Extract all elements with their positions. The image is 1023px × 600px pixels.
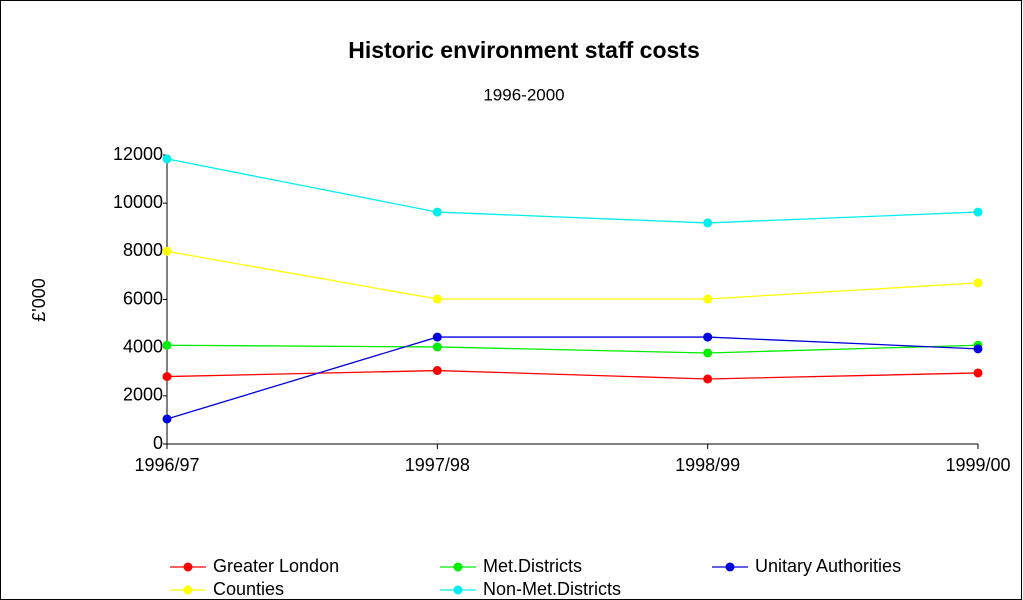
data-point (973, 207, 983, 217)
data-point (432, 332, 442, 342)
data-point (703, 374, 713, 384)
y-tick-label: 4000 (123, 336, 163, 356)
data-point (973, 344, 983, 354)
data-point (703, 294, 713, 304)
y-tick-label: 0 (153, 433, 163, 453)
y-tick-label: 12000 (113, 144, 163, 164)
legend-label: Greater London (213, 556, 339, 576)
y-tick-label: 8000 (123, 240, 163, 260)
series-line (166, 250, 979, 300)
x-tick-label: 1997/98 (405, 455, 470, 475)
data-point (162, 154, 172, 164)
chart-subtitle: 1996-2000 (483, 85, 564, 104)
chart-title: Historic environment staff costs (348, 37, 699, 63)
data-point (432, 366, 442, 376)
legend-marker (453, 585, 463, 595)
data-point (432, 294, 442, 304)
series-line (166, 344, 979, 354)
legend-label: Met.Districts (483, 556, 582, 576)
y-tick-label: 6000 (123, 288, 163, 308)
legend-marker (183, 585, 193, 595)
data-point (162, 340, 172, 350)
data-point (162, 246, 172, 256)
legend-marker (183, 562, 193, 572)
y-tick-label: 2000 (123, 385, 163, 405)
data-point (432, 207, 442, 217)
series-line (166, 158, 979, 224)
x-tick-label: 1998/99 (675, 455, 740, 475)
data-point (703, 348, 713, 358)
data-point (973, 278, 983, 288)
y-axis-label: £'000 (29, 278, 49, 321)
legend-label: Unitary Authorities (755, 556, 901, 576)
legend-marker (725, 562, 735, 572)
x-tick-label: 1999/00 (945, 455, 1010, 475)
x-tick-label: 1996/97 (134, 455, 199, 475)
data-point (973, 368, 983, 378)
legend-label: Counties (213, 579, 284, 599)
data-point (162, 414, 172, 424)
data-point (703, 332, 713, 342)
series-line (166, 369, 979, 380)
series-line (166, 336, 979, 420)
data-point (162, 372, 172, 382)
data-point (703, 218, 713, 228)
legend-label: Non-Met.Districts (483, 579, 621, 599)
data-point (432, 342, 442, 352)
legend-marker (453, 562, 463, 572)
y-tick-label: 10000 (113, 192, 163, 212)
